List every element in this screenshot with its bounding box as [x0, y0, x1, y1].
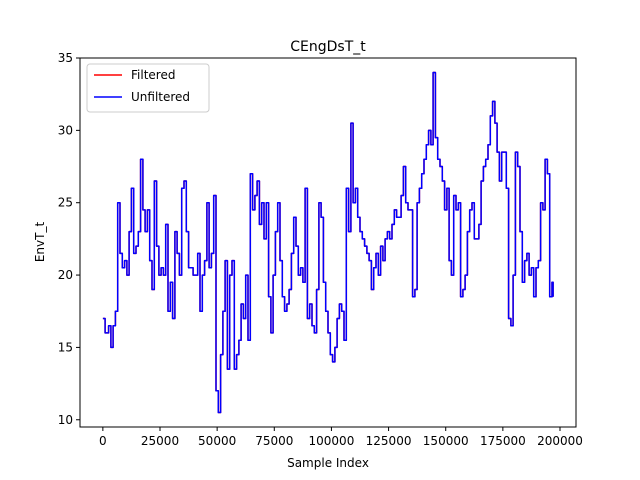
- series-line-unfiltered: [102, 71, 554, 414]
- legend: Filtered Unfiltered: [86, 63, 210, 113]
- y-tick-label: 30: [58, 123, 73, 137]
- axes-frame: [79, 57, 577, 428]
- legend-label-unfiltered: Unfiltered: [131, 90, 190, 104]
- x-tick-label: 25000: [141, 434, 179, 448]
- y-tick-label: 10: [58, 413, 73, 427]
- x-tick-label: 100000: [309, 434, 355, 448]
- y-axis: 10 15 20 25 30 35: [58, 51, 80, 427]
- x-tick-label: 75000: [255, 434, 293, 448]
- series-layer: [102, 71, 554, 414]
- x-axis-label: Sample Index: [287, 456, 369, 470]
- legend-label-filtered: Filtered: [131, 68, 175, 82]
- x-tick-label: 125000: [366, 434, 412, 448]
- legend-box: [86, 63, 210, 113]
- y-tick-label: 25: [58, 196, 73, 210]
- y-axis-label: EnvT_t: [33, 222, 47, 263]
- x-tick-label: 175000: [480, 434, 526, 448]
- y-tick-label: 15: [58, 340, 73, 354]
- x-axis: 0 25000 50000 75000 100000 125000 150000 175000…: [99, 427, 583, 448]
- plot-area: [80, 58, 576, 427]
- y-tick-label: 35: [58, 51, 73, 65]
- x-tick-label: 50000: [198, 434, 236, 448]
- y-tick-label: 20: [58, 268, 73, 282]
- x-tick-label: 200000: [537, 434, 583, 448]
- chart-title: CEngDsT_t: [290, 39, 366, 55]
- x-tick-label: 0: [99, 434, 107, 448]
- x-tick-label: 150000: [423, 434, 469, 448]
